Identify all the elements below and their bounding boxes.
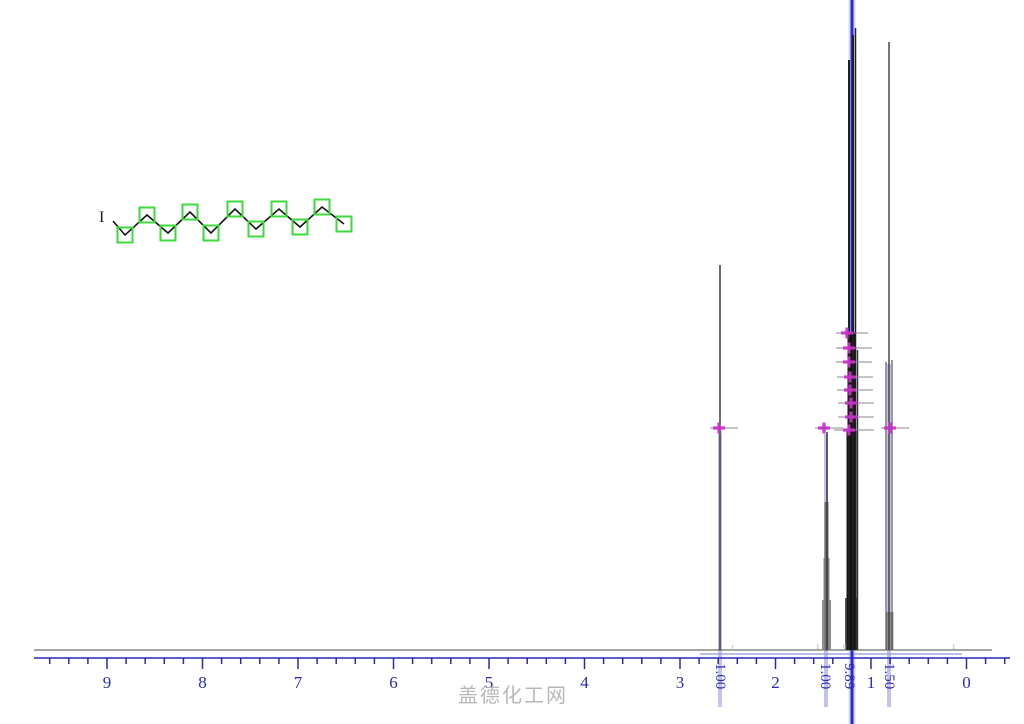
peak-marker-icon [888, 422, 892, 434]
peak-line [854, 28, 857, 650]
carbon-atom-box [181, 203, 199, 221]
integral-value-label: 9.89 [841, 663, 857, 690]
peak-annotation: 1 [731, 644, 735, 652]
x-axis-tick-label: 0 [962, 673, 971, 692]
peak-line [847, 332, 856, 650]
carbon-atom-box [138, 206, 156, 224]
integral-value-label: 1.00 [817, 663, 833, 690]
peak-marker-icon [849, 397, 853, 409]
carbon-atom-box [291, 218, 309, 236]
iodine-atom-label: I [99, 209, 105, 226]
x-axis-tick-label: 9 [102, 673, 112, 692]
peak-marker-icon [848, 371, 852, 383]
peak-marker-icon [847, 356, 851, 368]
peak-marker-icon [717, 422, 721, 434]
peak-line [719, 265, 721, 650]
peak-marker-icon [822, 422, 826, 434]
x-axis-tick-label: 4 [580, 673, 589, 692]
x-axis-tick-label: 8 [198, 673, 207, 692]
peak-marker-icon [847, 342, 851, 354]
peak-line [891, 360, 893, 650]
peak-line [856, 350, 859, 650]
x-axis-tick-label: 3 [675, 673, 685, 692]
integral-value-label: 1.50 [881, 663, 897, 690]
peak-marker-icon [845, 327, 849, 339]
carbon-atom-box [226, 200, 244, 218]
carbon-atom-box [313, 198, 331, 216]
x-axis-tick-label: 5 [484, 673, 494, 692]
peak-annotation: 1 [952, 643, 956, 651]
carbon-atom-box [202, 224, 220, 242]
carbon-atom-box [335, 215, 353, 233]
peak-line [852, 35, 854, 650]
x-axis-tick-label: 6 [389, 673, 398, 692]
peak-marker-icon [848, 384, 852, 396]
x-axis-tick-label: 7 [293, 673, 303, 692]
molecule-bonds [112, 205, 345, 237]
x-axis-tick-label: 1 [866, 673, 876, 692]
peak-marker-icon [849, 411, 853, 423]
watermark: 盖德化工网 [458, 685, 568, 707]
carbon-atom-box [116, 226, 134, 244]
peak-annotation: 0 [843, 643, 847, 651]
peak-line [826, 432, 828, 650]
carbon-atom-box [247, 220, 265, 238]
peak-line [848, 60, 850, 650]
peak-annotation: 1 7 [816, 643, 825, 651]
peak-marker-icon [847, 424, 851, 436]
peak-line [888, 42, 890, 650]
peak-line [885, 362, 887, 650]
carbon-atom-box [159, 224, 177, 242]
integral-value-label: 1.00 [712, 663, 728, 690]
x-axis-tick-label: 2 [771, 673, 780, 692]
carbon-atom-box [270, 200, 288, 218]
